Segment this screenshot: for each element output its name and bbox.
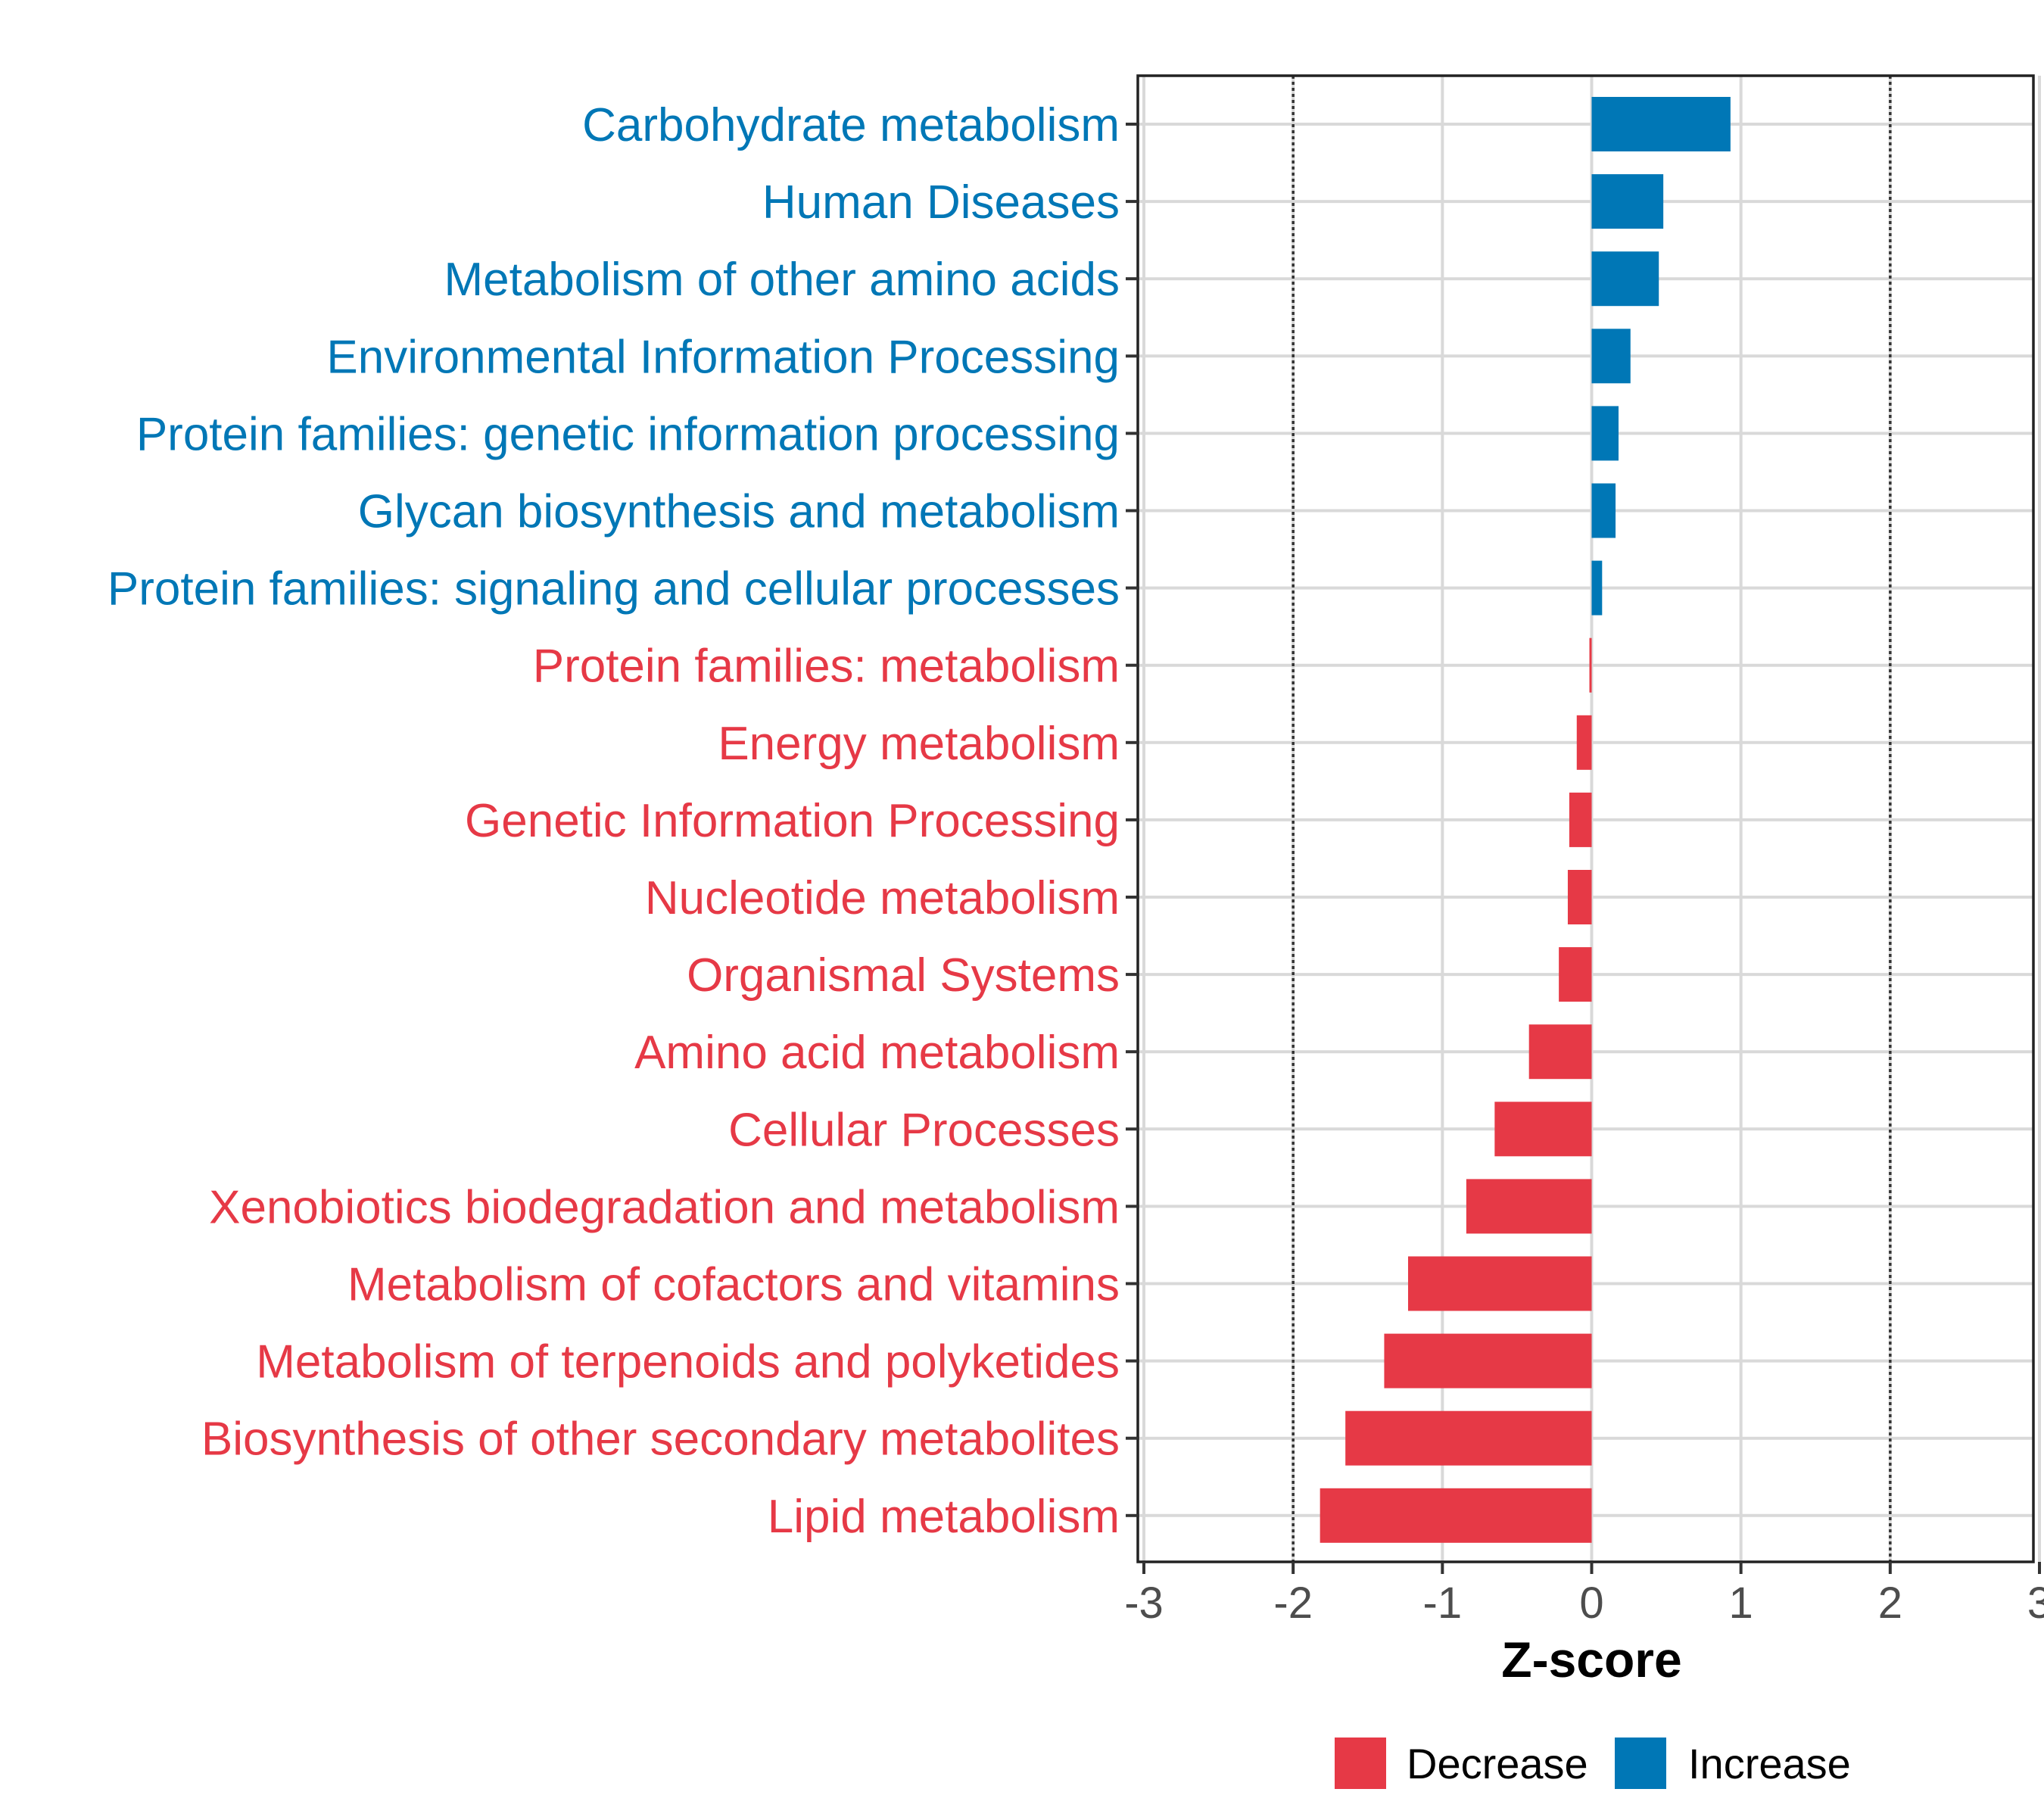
category-label: Energy metabolism bbox=[718, 718, 1120, 770]
category-label: Carbohydrate metabolism bbox=[582, 99, 1120, 151]
bar-amino-acid-metabolism bbox=[1528, 1024, 1592, 1080]
bar-protein-families-signaling-and-cellular-processes bbox=[1591, 560, 1603, 616]
category-label: Protein families: genetic information pr… bbox=[136, 408, 1120, 460]
category-label: Organismal Systems bbox=[687, 949, 1120, 1002]
category-label: Lipid metabolism bbox=[768, 1491, 1120, 1543]
category-label: Metabolism of terpenoids and polyketides bbox=[256, 1336, 1120, 1388]
bar-xenobiotics-biodegradation-and-metabolism bbox=[1466, 1179, 1592, 1234]
x-tick-label: 1 bbox=[1729, 1579, 1753, 1628]
bar-metabolism-of-terpenoids-and-polyketides bbox=[1384, 1333, 1592, 1388]
category-label: Metabolism of other amino acids bbox=[444, 254, 1120, 306]
category-label: Human Diseases bbox=[762, 176, 1120, 229]
x-tick-label: 3 bbox=[2027, 1579, 2044, 1628]
x-tick-label: -2 bbox=[1273, 1579, 1313, 1628]
bar-energy-metabolism bbox=[1576, 715, 1592, 770]
legend-swatch-increase bbox=[1615, 1738, 1666, 1789]
legend: Decrease Increase bbox=[1335, 1738, 1851, 1789]
x-tick-label: -1 bbox=[1423, 1579, 1463, 1628]
bar-genetic-information-processing bbox=[1569, 792, 1592, 847]
bar-human-diseases bbox=[1591, 174, 1664, 229]
bar-metabolism-of-cofactors-and-vitamins bbox=[1407, 1256, 1592, 1311]
category-label: Environmental Information Processing bbox=[326, 331, 1120, 383]
category-label: Xenobiotics biodegradation and metabolis… bbox=[209, 1181, 1120, 1233]
bar-metabolism-of-other-amino-acids bbox=[1591, 251, 1659, 307]
bar-protein-families-genetic-information-processing bbox=[1591, 406, 1619, 461]
bars-layer bbox=[1320, 97, 1731, 1543]
bar-cellular-processes bbox=[1494, 1102, 1592, 1157]
bar-glycan-biosynthesis-and-metabolism bbox=[1591, 483, 1616, 538]
x-axis-ticks: -3 -2 -1 0 1 2 3 bbox=[1124, 1562, 2044, 1628]
legend-swatch-decrease bbox=[1335, 1738, 1386, 1789]
bar-carbohydrate-metabolism bbox=[1591, 97, 1731, 151]
category-label: Protein families: signaling and cellular… bbox=[107, 563, 1120, 616]
bar-nucleotide-metabolism bbox=[1567, 870, 1592, 924]
category-label: Nucleotide metabolism bbox=[645, 872, 1120, 924]
category-label: Protein families: metabolism bbox=[533, 640, 1120, 693]
bar-lipid-metabolism bbox=[1320, 1488, 1592, 1543]
x-tick-label: 2 bbox=[1878, 1579, 1902, 1628]
legend-label-increase: Increase bbox=[1688, 1740, 1851, 1787]
category-label: Metabolism of cofactors and vitamins bbox=[347, 1259, 1120, 1311]
category-label: Biosynthesis of other secondary metaboli… bbox=[201, 1413, 1120, 1466]
category-labels: Carbohydrate metabolism Human Diseases Met… bbox=[107, 99, 1138, 1543]
category-label: Amino acid metabolism bbox=[634, 1027, 1120, 1079]
x-tick-label: -3 bbox=[1124, 1579, 1164, 1628]
category-label: Cellular Processes bbox=[728, 1104, 1120, 1156]
category-label: Genetic Information Processing bbox=[465, 795, 1120, 847]
bar-environmental-information-processing bbox=[1591, 329, 1631, 384]
x-tick-label: 0 bbox=[1579, 1579, 1603, 1628]
category-label: Glycan biosynthesis and metabolism bbox=[358, 486, 1120, 538]
bar-protein-families-metabolism bbox=[1589, 637, 1592, 693]
x-axis-title: Z-score bbox=[1501, 1632, 1681, 1688]
legend-label-decrease: Decrease bbox=[1407, 1740, 1588, 1787]
bar-biosynthesis-of-other-secondary-metabolites bbox=[1345, 1410, 1592, 1466]
bar-organismal-systems bbox=[1559, 947, 1592, 1002]
